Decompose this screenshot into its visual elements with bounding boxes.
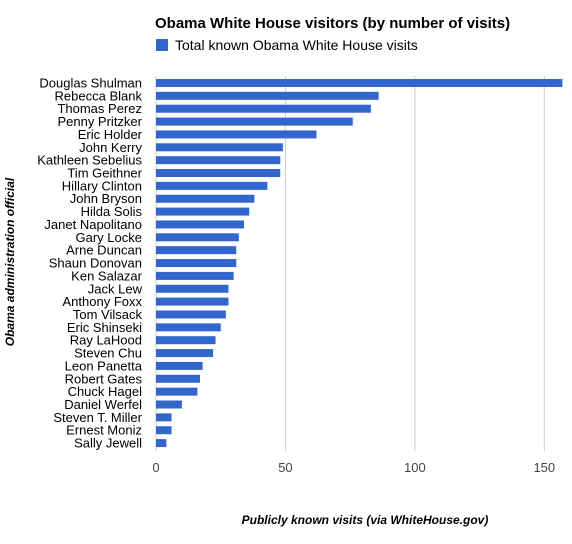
category-label: Ray LaHood — [70, 333, 142, 348]
bar — [156, 400, 182, 409]
bar — [156, 207, 250, 216]
bar — [156, 374, 201, 383]
bar — [156, 297, 229, 306]
bar — [156, 426, 172, 435]
legend-swatch — [156, 39, 168, 51]
category-label: Janet Napolitano — [44, 217, 142, 232]
category-label: Tim Geithner — [67, 166, 142, 181]
bar — [156, 361, 203, 370]
bar — [156, 310, 226, 319]
bar — [156, 246, 237, 255]
bar — [156, 284, 229, 293]
bar — [156, 323, 221, 332]
category-label: Penny Pritzker — [57, 114, 142, 129]
bars — [156, 79, 563, 448]
chart-title: Obama White House visitors (by number of… — [155, 15, 510, 32]
category-label: John Kerry — [79, 140, 142, 155]
x-tick-label: 50 — [278, 460, 292, 475]
category-label: Daniel Werfel — [64, 397, 142, 412]
bar — [156, 233, 239, 242]
bar — [156, 91, 379, 100]
bar — [156, 117, 353, 126]
x-tick-label: 150 — [533, 460, 555, 475]
category-label: Steven T. Miller — [53, 410, 142, 425]
x-tick-label: 100 — [404, 460, 426, 475]
bar — [156, 104, 371, 113]
bar — [156, 79, 563, 87]
bar — [156, 181, 268, 190]
category-label: Ken Salazar — [71, 268, 142, 283]
x-tick-label: 0 — [152, 460, 159, 475]
bar — [156, 220, 245, 229]
legend: Total known Obama White House visits — [156, 37, 418, 53]
category-label: Douglas Shulman — [39, 76, 142, 91]
category-label: John Bryson — [70, 191, 142, 206]
category-label: Ernest Moniz — [66, 423, 142, 438]
category-label: Shaun Donovan — [49, 256, 142, 271]
category-label: Steven Chu — [74, 346, 142, 361]
bar — [156, 194, 255, 203]
category-label: Arne Duncan — [66, 243, 142, 258]
category-label: Thomas Perez — [57, 101, 142, 116]
category-label: Kathleen Sebelius — [37, 153, 142, 168]
x-axis-title: Publicly known visits (via WhiteHouse.go… — [242, 513, 489, 527]
bar — [156, 387, 198, 396]
category-label: Gary Locke — [76, 230, 142, 245]
bar — [156, 439, 167, 448]
category-label: Hilda Solis — [81, 204, 143, 219]
category-label: Jack Lew — [88, 281, 143, 296]
bar — [156, 143, 283, 152]
category-label: Leon Panetta — [65, 358, 143, 373]
x-tick-labels: 0 50 100 150 — [152, 460, 555, 475]
category-label: Rebecca Blank — [55, 88, 143, 103]
category-label: Sally Jewell — [74, 436, 142, 451]
category-label: Hillary Clinton — [62, 178, 142, 193]
category-label: Eric Holder — [78, 127, 143, 142]
bar — [156, 349, 213, 358]
legend-label: Total known Obama White House visits — [175, 37, 418, 53]
category-label: Anthony Foxx — [63, 294, 143, 309]
bar — [156, 271, 234, 280]
bar — [156, 336, 216, 345]
bar — [156, 130, 317, 139]
category-label: Robert Gates — [65, 371, 143, 386]
bar — [156, 169, 281, 178]
category-label: Eric Shinseki — [67, 320, 142, 335]
bar — [156, 259, 237, 268]
bar — [156, 413, 172, 422]
y-axis-title: Obama administration official — [3, 177, 17, 346]
category-label: Tom Vilsack — [73, 307, 143, 322]
category-label: Chuck Hagel — [68, 384, 143, 399]
bar — [156, 156, 281, 165]
